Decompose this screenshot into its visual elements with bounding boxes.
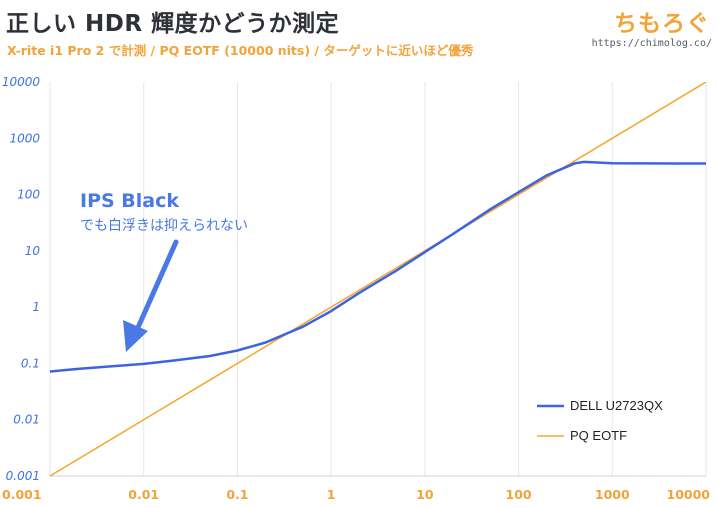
annotation: IPS Black でも白浮きは抑えられない <box>80 190 248 352</box>
annotation-text: でも白浮きは抑えられない <box>80 218 248 234</box>
x-tick-label-2: 0.1 <box>226 487 248 502</box>
header: 正しい HDR 輝度かどうか測定 X-rite i1 Pro 2 で計測 / P… <box>0 0 718 60</box>
chart-title: 正しい HDR 輝度かどうか測定 <box>6 11 340 37</box>
y-tick-label-0: 0.001 <box>6 469 40 483</box>
annotation-arrow-head <box>123 320 148 352</box>
y-tick-label-4: 10 <box>25 244 41 258</box>
y-tick-label-1: 0.01 <box>13 413 40 427</box>
series-line-dell-u2723qx <box>50 160 706 373</box>
x-tick-label-4: 10 <box>416 487 434 502</box>
series-lines <box>50 82 706 477</box>
chart-legend: DELL U2723QX PQ EOTF <box>537 398 663 443</box>
legend-label-pq: PQ EOTF <box>570 428 627 443</box>
annotation-arrow-shaft <box>133 239 179 335</box>
y-tick-label-3: 1 <box>32 300 40 314</box>
x-tick-label-5: 100 <box>506 487 532 502</box>
y-tick-label-2: 0.1 <box>21 356 40 370</box>
chart-subtitle: X-rite i1 Pro 2 で計測 / PQ EOTF (10000 nit… <box>7 43 474 58</box>
series-line-pq-eotf <box>50 82 706 477</box>
chart-grid <box>49 82 707 477</box>
legend-label-dell: DELL U2723QX <box>570 398 663 413</box>
x-tick-label-1: 0.01 <box>128 487 159 502</box>
brand-url: https://chimolog.co/ <box>591 38 712 49</box>
y-tick-label-6: 1000 <box>9 131 40 145</box>
brand-logo: ちもろぐ <box>614 11 710 37</box>
x-tick-label-3: 1 <box>327 487 336 502</box>
x-tick-label-6: 1000 <box>595 487 630 502</box>
x-axis-ticks: 0.001 0.01 0.1 1 10 100 1000 10000 <box>2 487 710 502</box>
x-tick-label-7: 10000 <box>667 487 711 502</box>
annotation-title: IPS Black <box>80 190 179 212</box>
y-tick-label-5: 100 <box>17 188 40 202</box>
y-axis-ticks: 0.001 0.01 0.1 1 10 100 1000 10000 <box>2 75 41 483</box>
y-tick-label-7: 10000 <box>2 75 41 89</box>
x-tick-label-0: 0.001 <box>2 487 42 502</box>
